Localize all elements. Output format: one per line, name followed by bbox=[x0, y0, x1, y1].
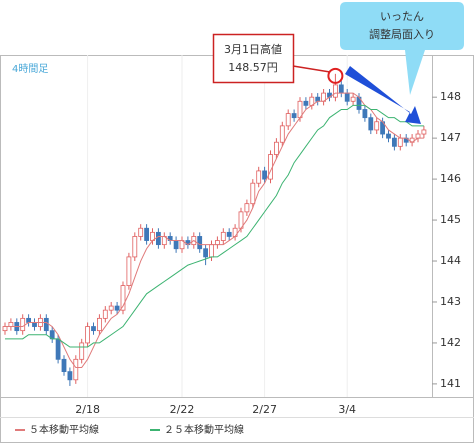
candle-body bbox=[374, 121, 380, 131]
candle-body bbox=[67, 371, 73, 381]
candle-body bbox=[350, 96, 356, 102]
candle-body bbox=[244, 203, 250, 213]
candle-body bbox=[421, 129, 427, 135]
candle-body bbox=[8, 322, 14, 327]
candle-body bbox=[338, 84, 344, 94]
frame bbox=[0, 55, 474, 443]
candle-body bbox=[203, 248, 209, 258]
candle-body bbox=[268, 154, 273, 180]
candle-body bbox=[291, 113, 297, 119]
candle-body bbox=[209, 244, 214, 258]
candle-body bbox=[26, 317, 32, 323]
y-tick-label: 147 bbox=[440, 131, 461, 144]
candle-body bbox=[285, 113, 291, 127]
callout-text: いったん bbox=[380, 10, 424, 23]
callout-text: 調整局面入り bbox=[369, 27, 435, 41]
candle-body bbox=[173, 240, 179, 250]
candle-body bbox=[386, 133, 391, 139]
y-tick-label: 144 bbox=[440, 254, 461, 267]
candle-body bbox=[32, 322, 37, 327]
candle-body bbox=[344, 92, 350, 102]
candle-body bbox=[303, 100, 309, 106]
moving-average bbox=[5, 92, 424, 369]
y-tick-label: 148 bbox=[440, 90, 461, 103]
candle-body bbox=[85, 326, 90, 344]
note-connector bbox=[292, 65, 331, 73]
candle-body bbox=[197, 236, 203, 250]
y-tick-label: 143 bbox=[440, 295, 461, 308]
y-tick-label: 145 bbox=[440, 213, 461, 226]
candle-body bbox=[2, 326, 8, 332]
candle-body bbox=[362, 109, 368, 119]
high-marker bbox=[327, 67, 344, 84]
candle-body bbox=[55, 338, 61, 360]
x-tick-label: 2/27 bbox=[252, 403, 277, 416]
candle-body bbox=[132, 236, 138, 258]
candle-body bbox=[315, 96, 321, 102]
moving-average bbox=[5, 104, 424, 348]
legend-label: ２５本移動平均線 bbox=[164, 423, 244, 436]
x-tick-label: 2/18 bbox=[75, 403, 100, 416]
high-note-text: 148.57円 bbox=[228, 61, 278, 74]
candle-body bbox=[61, 358, 67, 373]
timeframe-label: 4時間足 bbox=[12, 63, 48, 75]
candle-body bbox=[97, 317, 102, 332]
candle-body bbox=[368, 117, 374, 131]
x-tick-label: 3/4 bbox=[338, 403, 356, 416]
high-note-box bbox=[212, 33, 295, 84]
candle-body bbox=[108, 305, 114, 311]
candle-body bbox=[138, 227, 144, 237]
candle-body bbox=[279, 125, 285, 143]
y-tick-label: 141 bbox=[440, 377, 461, 390]
candle-body bbox=[79, 342, 85, 360]
candle-body bbox=[20, 317, 26, 332]
y-tick-label: 142 bbox=[440, 336, 461, 349]
candle-body bbox=[91, 326, 96, 332]
candle-body bbox=[220, 231, 226, 241]
legend-label: ５本移動平均線 bbox=[29, 423, 99, 436]
candle-body bbox=[226, 231, 232, 237]
candle-body bbox=[155, 231, 161, 246]
trend-arrow bbox=[345, 66, 421, 124]
candle-body bbox=[114, 305, 120, 311]
candle-body bbox=[256, 170, 262, 184]
x-tick-label: 2/22 bbox=[170, 403, 195, 416]
candle-body bbox=[391, 137, 397, 147]
high-note-text: 3月1日高値 bbox=[224, 42, 282, 56]
candle-body bbox=[262, 170, 268, 180]
candle-body bbox=[102, 309, 108, 319]
y-tick-label: 146 bbox=[440, 172, 461, 185]
candle-body bbox=[144, 227, 150, 241]
candle-body bbox=[397, 137, 403, 147]
candle-body bbox=[120, 285, 126, 311]
candle-body bbox=[126, 256, 132, 286]
candle-body bbox=[43, 317, 49, 332]
candle-body bbox=[332, 84, 338, 98]
candle-body bbox=[73, 358, 79, 381]
candle-body bbox=[273, 141, 279, 155]
candle-body bbox=[214, 240, 220, 246]
callout-bubble bbox=[340, 2, 464, 95]
plot-area: 141 142 143 144 145 146 147 148 2/18 2/22 2/27 3/4 bbox=[2, 55, 461, 416]
candle-body bbox=[415, 133, 421, 139]
candle-body bbox=[250, 182, 256, 205]
